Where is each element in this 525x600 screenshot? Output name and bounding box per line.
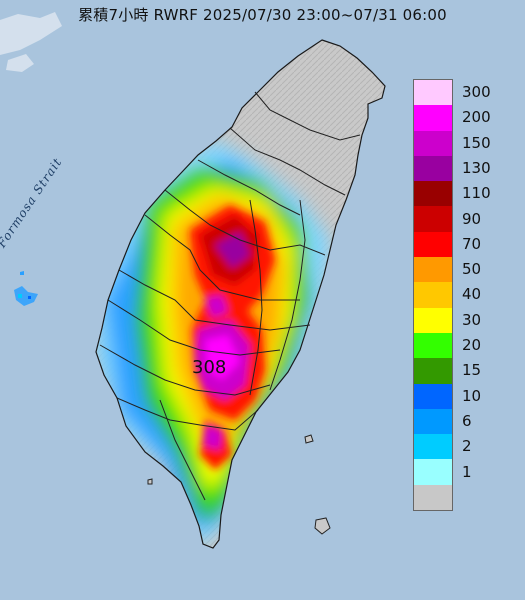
legend-swatch: [414, 231, 452, 258]
legend-swatch: [414, 459, 452, 485]
legend-colorbar: [413, 79, 453, 512]
legend-swatch: [414, 155, 452, 182]
legend-swatch: [414, 408, 452, 435]
legend-swatch: [414, 257, 452, 283]
legend-label: 40: [462, 285, 482, 304]
legend-label: 50: [462, 260, 482, 279]
legend-label: 130: [462, 158, 491, 177]
legend-swatch: [414, 105, 452, 131]
legend-swatch: [414, 130, 452, 156]
legend-swatch: [414, 307, 452, 333]
legend-label: 30: [462, 310, 482, 329]
legend-label: 200: [462, 108, 491, 127]
legend-label: 110: [462, 184, 491, 203]
legend-label: 90: [462, 209, 482, 228]
offshore-islands: [147, 434, 331, 535]
legend-swatch: [414, 484, 452, 511]
island-outline: [95, 39, 386, 549]
legend-swatch: [414, 332, 452, 359]
taiwan-island: [95, 39, 386, 549]
legend-label: 10: [462, 386, 482, 405]
penghu-islands: [14, 271, 38, 306]
legend-swatch: [414, 206, 452, 232]
legend-swatch: [414, 80, 452, 106]
legend-label: 2: [462, 437, 472, 456]
legend-label: 70: [462, 234, 482, 253]
rainfall-field: [96, 140, 330, 548]
max-rainfall-label: 308: [192, 357, 227, 378]
legend-swatch: [414, 282, 452, 308]
legend-swatch: [414, 358, 452, 384]
map-title: 累積7小時 RWRF 2025/07/30 23:00~07/31 06:00: [78, 6, 447, 24]
legend-swatch: [414, 434, 452, 460]
legend-label: 150: [462, 133, 491, 152]
legend-label: 20: [462, 336, 482, 354]
county-borders: [99, 91, 361, 501]
cloud-patches: [0, 12, 62, 72]
legend-label: 1: [462, 462, 472, 481]
legend-swatch: [414, 181, 452, 207]
legend-label: 300: [462, 83, 491, 101]
legend-label: 15: [462, 361, 482, 380]
legend-swatch: [414, 383, 452, 409]
legend-label: 6: [462, 411, 472, 430]
